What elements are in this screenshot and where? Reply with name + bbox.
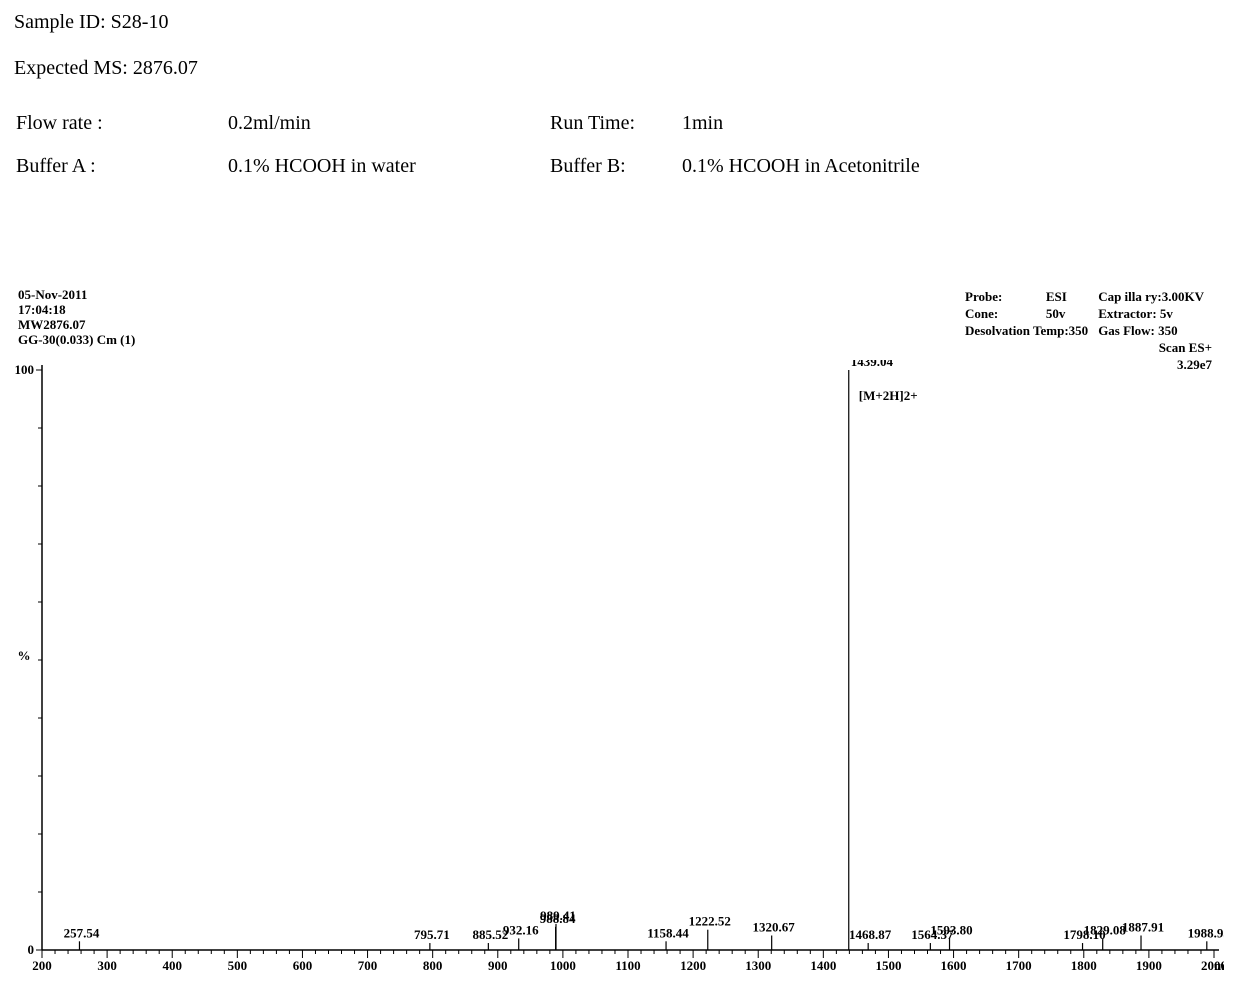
x-axis-label: m/z: [1214, 958, 1224, 973]
probe-label: Probe:: [965, 290, 1044, 305]
svg-text:800: 800: [423, 958, 443, 973]
svg-text:1400: 1400: [810, 958, 836, 973]
desolvation-temp: Desolvation Temp:350: [965, 324, 1096, 339]
expected-ms-label: Expected MS:: [14, 57, 128, 79]
meta-date: 05-Nov-2011: [18, 288, 135, 303]
ion-annotation: [M+2H]2+: [859, 388, 918, 403]
sample-id-label: Sample ID:: [14, 11, 106, 33]
svg-text:300: 300: [97, 958, 117, 973]
svg-text:200: 200: [32, 958, 52, 973]
svg-text:1500: 1500: [875, 958, 901, 973]
svg-text:0: 0: [28, 942, 35, 957]
capillary-value: Cap illa ry:3.00KV: [1098, 290, 1212, 305]
svg-text:400: 400: [162, 958, 182, 973]
sample-id-row: Sample ID: S28-10: [14, 6, 198, 38]
gas-flow: Gas Flow: 350: [1098, 324, 1212, 339]
svg-text:1000: 1000: [550, 958, 576, 973]
peak-label: 1222.52: [689, 914, 731, 929]
cone-label: Cone:: [965, 307, 1044, 322]
svg-text:1600: 1600: [941, 958, 967, 973]
peak-label: 1887.91: [1122, 920, 1164, 935]
ms-report-page: Sample ID: S28-10 Expected MS: 2876.07 F…: [0, 0, 1240, 996]
expected-ms-value: 2876.07: [133, 57, 198, 79]
scan-mode: Scan ES+: [965, 341, 1212, 356]
peak-label: 1593.80: [930, 922, 972, 937]
meta-time: 17:04:18: [18, 303, 135, 318]
run-time-label: Run Time:: [550, 112, 680, 153]
run-time-value: 1min: [682, 112, 1012, 153]
svg-text:100: 100: [15, 362, 35, 377]
cone-value: 50v: [1046, 307, 1096, 322]
buffer-a-value: 0.1% HCOOH in water: [228, 155, 548, 196]
report-header: Sample ID: S28-10 Expected MS: 2876.07: [14, 6, 198, 98]
svg-text:1900: 1900: [1136, 958, 1162, 973]
meta-mw: MW2876.07: [18, 318, 135, 333]
flow-rate-value: 0.2ml/min: [228, 112, 548, 153]
mass-spectrum-chart: 0 100% 200 300 400 500 600 700 800 900 1000 1100 120…: [14, 360, 1224, 980]
peak-label: 1988.95: [1188, 925, 1224, 940]
y-axis-label: %: [18, 648, 31, 663]
flow-rate-label: Flow rate :: [16, 112, 226, 153]
svg-text:1700: 1700: [1006, 958, 1032, 973]
peak-label: 1468.87: [849, 927, 892, 942]
peak-label: 989.41: [540, 908, 576, 923]
peak-label: 932.16: [503, 922, 539, 937]
svg-text:1300: 1300: [745, 958, 771, 973]
parameters-table: Flow rate : 0.2ml/min Run Time: 1min Buf…: [14, 110, 1014, 198]
peak-label: 1158.44: [647, 925, 689, 940]
sample-id-value: S28-10: [111, 11, 169, 33]
peak-label: 795.71: [414, 927, 450, 942]
svg-text:600: 600: [293, 958, 313, 973]
peak-label: 257.54: [64, 925, 100, 940]
svg-text:500: 500: [228, 958, 248, 973]
buffer-b-label: Buffer B:: [550, 155, 680, 196]
extractor-value: Extractor: 5v: [1098, 307, 1212, 322]
expected-ms-row: Expected MS: 2876.07: [14, 52, 198, 84]
svg-text:1800: 1800: [1071, 958, 1097, 973]
spectrum-meta-left: 05-Nov-2011 17:04:18 MW2876.07 GG-30(0.0…: [18, 288, 135, 348]
buffer-a-label: Buffer A :: [16, 155, 226, 196]
svg-text:900: 900: [488, 958, 508, 973]
peak-label: 1829.08: [1084, 922, 1127, 937]
svg-text:1200: 1200: [680, 958, 706, 973]
svg-text:1100: 1100: [615, 958, 640, 973]
probe-value: ESI: [1046, 290, 1096, 305]
svg-text:700: 700: [358, 958, 378, 973]
peak-label: 1439.04: [851, 360, 894, 369]
meta-scaninfo: GG-30(0.033) Cm (1): [18, 333, 135, 348]
buffer-b-value: 0.1% HCOOH in Acetonitrile: [682, 155, 1012, 196]
peak-label: 1320.67: [753, 920, 796, 935]
spectrum-region: 05-Nov-2011 17:04:18 MW2876.07 GG-30(0.0…: [14, 288, 1224, 988]
